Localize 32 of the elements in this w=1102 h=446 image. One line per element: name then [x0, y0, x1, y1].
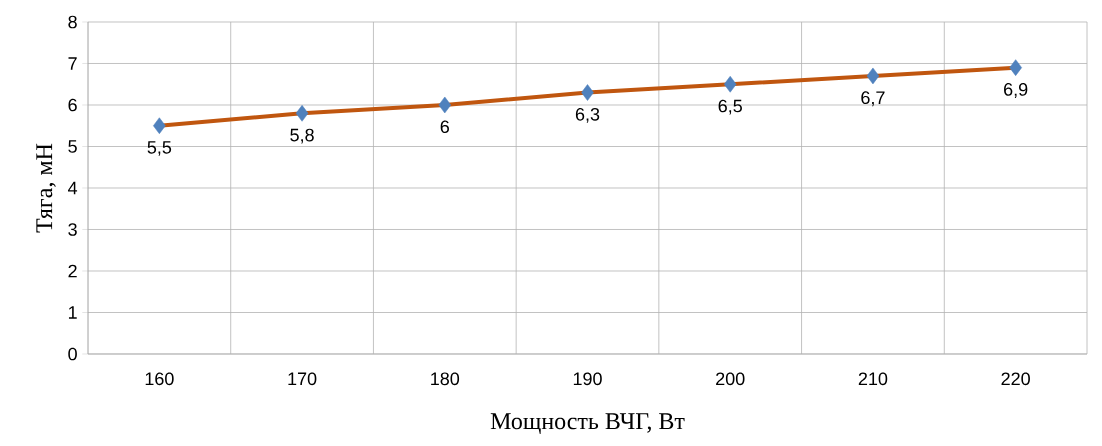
point [295, 105, 309, 122]
x-tick-label: 200 [716, 372, 745, 386]
x-tick-label: 190 [573, 372, 602, 386]
y-tick-label: 4 [68, 181, 78, 195]
x-axis-title: Мощность ВЧГ, Вт [490, 413, 685, 435]
point [723, 75, 737, 93]
y-axis-title: Тяга, мН [36, 143, 56, 233]
x-tick-label: 180 [431, 372, 460, 386]
data-label: 6,3 [575, 107, 600, 123]
y-tick-label: 5 [68, 140, 77, 153]
x-tick-label: 170 [288, 372, 317, 386]
point [581, 84, 594, 101]
y-tick-label: 1 [68, 306, 77, 319]
point [438, 96, 452, 114]
y-tick-label: 2 [68, 264, 77, 278]
data-label: 5,5 [147, 141, 172, 156]
y-tick-label: 0 [68, 347, 77, 361]
data-label: 5,8 [290, 128, 314, 144]
data-label: 6,7 [861, 91, 885, 107]
data-label: 6,5 [718, 99, 742, 115]
point [866, 67, 880, 85]
x-tick-label: 160 [145, 372, 174, 386]
x-tick-label: 210 [858, 372, 888, 386]
point [153, 117, 166, 135]
y-tick-label: 8 [68, 15, 77, 29]
x-tick-label: 220 [1001, 372, 1030, 386]
y-tick-label: 7 [68, 57, 77, 70]
y-tick-label: 6 [68, 98, 77, 112]
data-label: 6 [440, 120, 449, 134]
y-tick-label: 3 [68, 223, 77, 236]
point [1009, 59, 1022, 76]
data-label: 6,9 [1004, 83, 1028, 98]
